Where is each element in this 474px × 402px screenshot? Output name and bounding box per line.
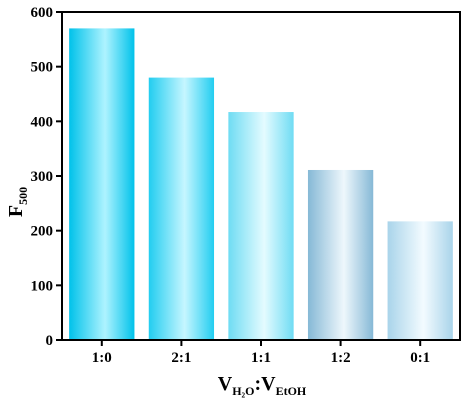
- y-tick-label: 600: [31, 5, 54, 21]
- y-tick-label: 0: [46, 333, 54, 349]
- bar-0:1: [387, 221, 453, 340]
- x-axis-label-sub1: H₂O: [232, 384, 254, 398]
- y-tick-label: 100: [31, 278, 54, 294]
- x-axis-label-sub2: EtOH: [276, 384, 307, 398]
- x-axis-label: VH₂O:VEtOH: [218, 373, 307, 398]
- bar-2:1: [148, 77, 215, 340]
- y-axis-label-sub: 500: [16, 187, 30, 205]
- bars-group: [69, 28, 453, 341]
- y-axis-label-main: F: [5, 205, 27, 217]
- bar-1:2: [307, 169, 374, 340]
- x-tick-label: 0:1: [410, 350, 430, 366]
- x-tick-label: 1:2: [331, 350, 351, 366]
- bar-1:1: [228, 112, 294, 340]
- x-axis-label-sep: :: [254, 373, 261, 395]
- y-tick-label: 400: [31, 114, 54, 130]
- y-tick-label: 500: [31, 60, 54, 76]
- y-tick-label: 300: [31, 169, 54, 185]
- bar-1:0: [69, 28, 135, 341]
- y-axis-label: F500: [5, 187, 30, 217]
- x-axis-label-v2: V: [261, 373, 276, 395]
- x-tick-label: 2:1: [171, 350, 191, 366]
- x-axis: 1:0 2:1 1:1 1:2 0:1: [92, 340, 430, 366]
- x-tick-label: 1:1: [251, 350, 271, 366]
- x-tick-label: 1:0: [92, 350, 112, 366]
- y-axis: 0 100 200 300 400 500 600: [31, 5, 62, 349]
- y-tick-label: 200: [31, 224, 54, 240]
- x-axis-label-v1: V: [218, 373, 233, 395]
